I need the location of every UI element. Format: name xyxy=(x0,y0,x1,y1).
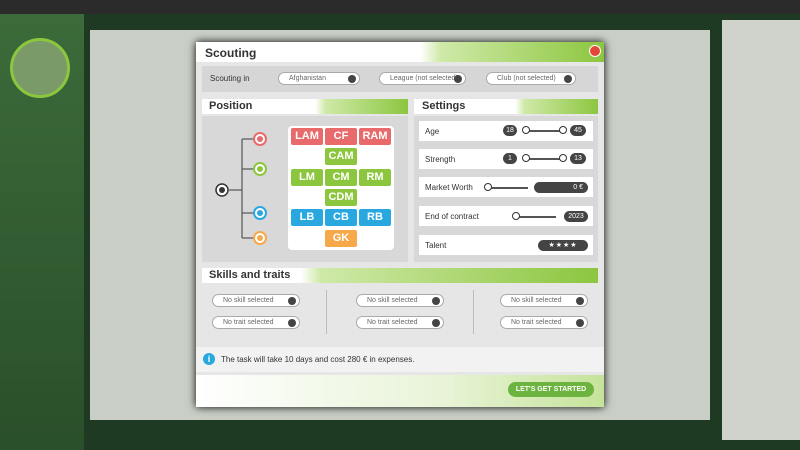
slider-track xyxy=(524,158,564,160)
divider xyxy=(473,290,474,334)
slider-knob[interactable] xyxy=(559,126,567,134)
slider-knob[interactable] xyxy=(512,212,520,220)
label: End of contract xyxy=(425,212,479,221)
position-cell[interactable]: RB xyxy=(359,209,391,226)
top-bar xyxy=(0,0,800,14)
info-icon: i xyxy=(203,353,215,365)
market-worth-value: 0 € xyxy=(534,182,588,193)
right-panel xyxy=(722,20,800,440)
league-dropdown[interactable]: League (not selected) xyxy=(379,72,466,85)
slider-knob[interactable] xyxy=(484,183,492,191)
position-cell[interactable]: CAM xyxy=(325,148,357,165)
setting-row: End of contract xyxy=(419,206,593,226)
position-tree xyxy=(215,132,267,245)
section-title: Settings xyxy=(414,99,598,114)
position-cell[interactable]: CB xyxy=(325,209,357,226)
trait-dropdown[interactable]: No trait selected xyxy=(500,316,588,329)
country-dropdown[interactable]: Afghanistan xyxy=(278,72,360,85)
info-row xyxy=(196,347,604,372)
close-button[interactable] xyxy=(589,45,601,57)
position-cell[interactable]: RAM xyxy=(359,128,391,145)
position-cell[interactable]: LM xyxy=(291,169,323,186)
info-text: The task will take 10 days and cost 280 … xyxy=(221,355,415,364)
label: Strength xyxy=(425,155,456,164)
position-cell[interactable]: RM xyxy=(359,169,391,186)
position-cell[interactable]: LAM xyxy=(291,128,323,145)
position-cell[interactable]: LB xyxy=(291,209,323,226)
trait-dropdown[interactable]: No trait selected xyxy=(212,316,300,329)
section-title: Skills and traits xyxy=(202,268,598,283)
slider-knob[interactable] xyxy=(522,154,530,162)
contract-value: 2023 xyxy=(564,211,588,222)
age-max: 45 xyxy=(570,125,586,136)
position-cell[interactable]: CM xyxy=(325,169,357,186)
label: Talent xyxy=(425,241,447,250)
slider-track xyxy=(488,187,528,189)
strength-max: 13 xyxy=(570,153,586,164)
age-min: 18 xyxy=(503,125,517,136)
slider-knob[interactable] xyxy=(559,154,567,162)
divider xyxy=(326,290,327,334)
position-cell[interactable]: GK xyxy=(325,230,357,247)
label: Age xyxy=(425,127,440,136)
strength-min: 1 xyxy=(503,153,517,164)
slider-track xyxy=(516,216,556,218)
modal-title: Scouting xyxy=(196,42,604,62)
slider-knob[interactable] xyxy=(522,126,530,134)
avatar xyxy=(10,38,70,98)
label: Scouting in xyxy=(210,74,250,83)
slider-track xyxy=(524,130,564,132)
skill-dropdown[interactable]: No skill selected xyxy=(356,294,444,307)
position-cell[interactable]: CF xyxy=(325,128,357,145)
section-title: Position xyxy=(202,99,408,114)
skill-dropdown[interactable]: No skill selected xyxy=(500,294,588,307)
trait-dropdown[interactable]: No trait selected xyxy=(356,316,444,329)
club-dropdown[interactable]: Club (not selected) xyxy=(486,72,576,85)
position-grid xyxy=(288,126,394,250)
talent-value: ★★★★ xyxy=(538,240,588,251)
position-cell[interactable]: CDM xyxy=(325,189,357,206)
start-button[interactable]: LET'S GET STARTED xyxy=(508,382,594,397)
label: Market Worth xyxy=(425,183,473,192)
skill-dropdown[interactable]: No skill selected xyxy=(212,294,300,307)
